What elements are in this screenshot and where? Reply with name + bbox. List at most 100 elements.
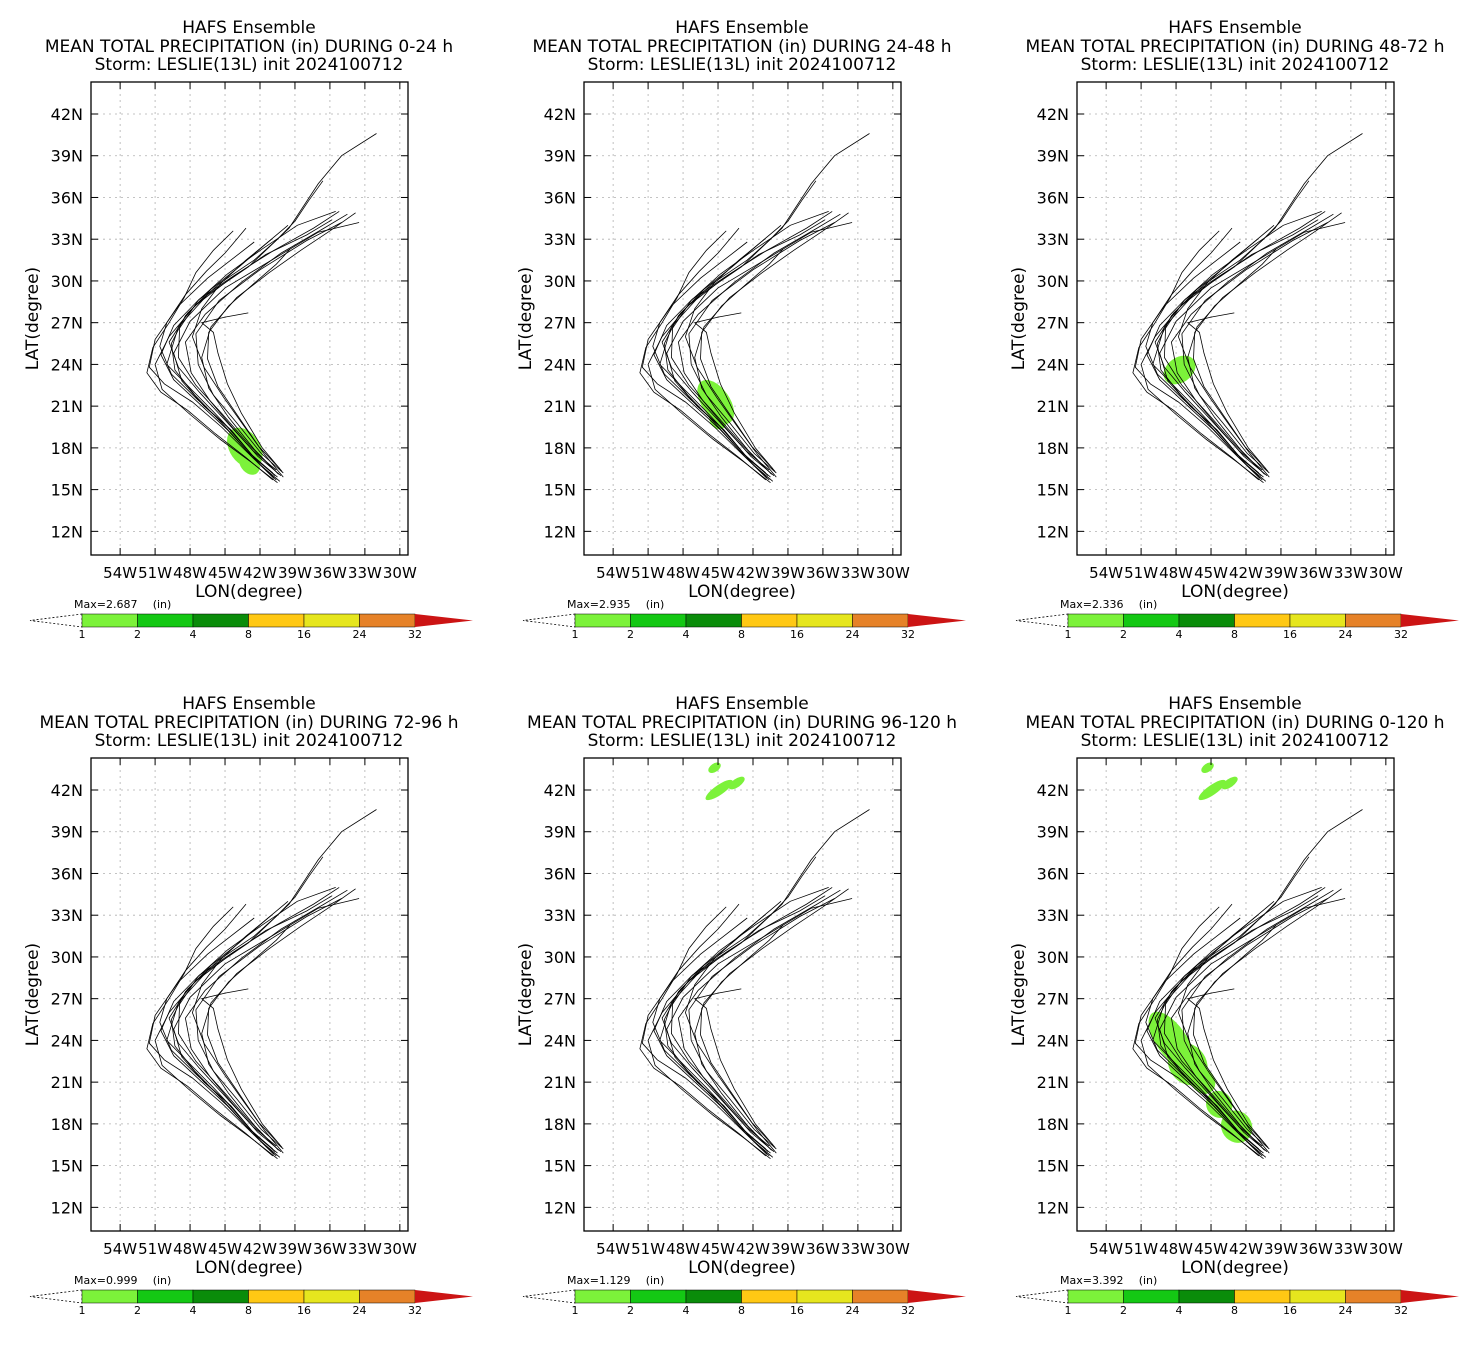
lon-tick-label: 54W: [1089, 1240, 1123, 1258]
lon-tick-label: 54W: [596, 564, 630, 582]
lat-tick-label: 30N: [51, 272, 83, 291]
lon-tick-label: 39W: [771, 1240, 805, 1258]
colorbar-label: 4: [1176, 1304, 1183, 1317]
ensemble-track-7: [1187, 212, 1342, 475]
plot-frame: [1076, 757, 1395, 1232]
panel-subtitle: MEAN TOTAL PRECIPITATION (in) DURING 48-…: [1025, 37, 1444, 57]
lon-tick-label: 36W: [806, 564, 840, 582]
panel-title: HAFS Ensemble: [675, 18, 808, 38]
lon-tick-label: 51W: [1124, 564, 1158, 582]
lon-tick-label: 30W: [876, 564, 910, 582]
ensemble-track-11: [1145, 227, 1262, 476]
colorbar-label: 4: [190, 1304, 197, 1317]
lon-tick-label: 36W: [313, 564, 347, 582]
colorbar-label: 8: [245, 628, 252, 641]
ensemble-track-16: [1146, 211, 1326, 481]
ensemble-track-1: [659, 809, 870, 1158]
lon-tick-label: 48W: [1159, 564, 1193, 582]
colorbar-label: 24: [1339, 628, 1353, 641]
colorbar-over-triangle: [415, 1290, 473, 1303]
lat-tick-label: 39N: [1037, 147, 1069, 166]
x-axis-label: LON(degree): [195, 1258, 303, 1278]
lon-tick-label: 45W: [701, 564, 735, 582]
ensemble-track-13: [154, 895, 333, 1160]
colorbar-swatch: [574, 613, 631, 628]
colorbar-label: 16: [1283, 628, 1297, 641]
lon-tick-label: 33W: [1334, 1240, 1368, 1258]
colorbar-unit: (in): [153, 1274, 172, 1287]
precip-area-6: [1198, 779, 1226, 801]
max-value-label: Max=3.392: [1060, 1274, 1123, 1287]
ensemble-track-7: [201, 212, 356, 475]
precip-area-0: [1163, 355, 1196, 385]
colorbar-label: 2: [134, 628, 141, 641]
colorbar-unit: (in): [646, 1274, 665, 1287]
panel-storm-label: Storm: LESLIE(13L) init 2024100712: [95, 731, 404, 751]
ensemble-track-3: [184, 889, 348, 1153]
lat-tick-label: 18N: [1037, 1115, 1069, 1134]
ensemble-track-13: [647, 895, 826, 1160]
ensemble-track-2: [173, 222, 360, 478]
ensemble-track-16: [653, 887, 833, 1157]
ensemble-track-2: [666, 222, 853, 478]
lon-tick-label: 51W: [138, 564, 172, 582]
panel-storm-label: Storm: LESLIE(13L) init 2024100712: [588, 731, 897, 751]
colorbar-label: 1: [572, 628, 579, 641]
plot-frame: [583, 81, 902, 556]
lon-tick-label: 30W: [383, 1240, 417, 1258]
colorbar-swatch: [630, 613, 687, 628]
ensemble-track-6: [641, 917, 768, 1155]
plot-frame: [90, 757, 409, 1232]
lat-tick-label: 42N: [1037, 105, 1069, 124]
ensemble-track-12: [1193, 248, 1277, 469]
panel-storm-label: Storm: LESLIE(13L) init 2024100712: [1081, 731, 1390, 751]
colorbar-label: 32: [901, 1304, 915, 1317]
ensemble-track-12: [700, 924, 784, 1145]
panel-subtitle: MEAN TOTAL PRECIPITATION (in) DURING 72-…: [39, 713, 458, 733]
ensemble-track-10: [177, 211, 336, 468]
lat-tick-label: 36N: [51, 188, 83, 207]
colorbar-swatch: [741, 1289, 798, 1304]
colorbar-swatch: [303, 613, 360, 628]
lon-tick-label: 30W: [1369, 564, 1403, 582]
ensemble-track-7: [201, 888, 356, 1151]
ensemble-track-6: [148, 917, 275, 1155]
lat-tick-label: 15N: [51, 1157, 83, 1176]
ensemble-track-15: [1156, 224, 1275, 474]
ensemble-track-2: [1159, 222, 1346, 478]
lat-tick-label: 33N: [544, 230, 576, 249]
colorbar-swatch: [852, 1289, 909, 1304]
lat-tick-label: 30N: [1037, 948, 1069, 967]
lon-tick-label: 54W: [596, 1240, 630, 1258]
lon-tick-label: 48W: [666, 564, 700, 582]
lon-tick-label: 51W: [631, 1240, 665, 1258]
lat-tick-label: 39N: [544, 147, 576, 166]
ensemble-track-6: [641, 241, 768, 479]
colorbar-label: 24: [846, 628, 860, 641]
ensemble-track-12: [700, 248, 784, 469]
lat-tick-label: 36N: [1037, 864, 1069, 883]
lat-tick-label: 18N: [544, 439, 576, 458]
lon-tick-label: 45W: [701, 1240, 735, 1258]
colorbar-swatch: [796, 1289, 853, 1304]
lon-tick-label: 48W: [173, 1240, 207, 1258]
lat-tick-label: 27N: [1037, 314, 1069, 333]
colorbar-swatch: [1123, 1289, 1180, 1304]
ensemble-track-12: [207, 248, 291, 469]
max-value-label: Max=2.687: [74, 598, 137, 611]
plot-frame: [583, 757, 902, 1232]
colorbar-swatch: [685, 1289, 742, 1304]
lon-tick-label: 45W: [1194, 1240, 1228, 1258]
plot-area: [91, 758, 408, 1231]
plot-area: [1077, 82, 1394, 555]
precip-area-2: [728, 776, 745, 790]
colorbar-label: 24: [1339, 1304, 1353, 1317]
colorbar-label: 1: [79, 1304, 86, 1317]
colorbar-swatch: [741, 613, 798, 628]
